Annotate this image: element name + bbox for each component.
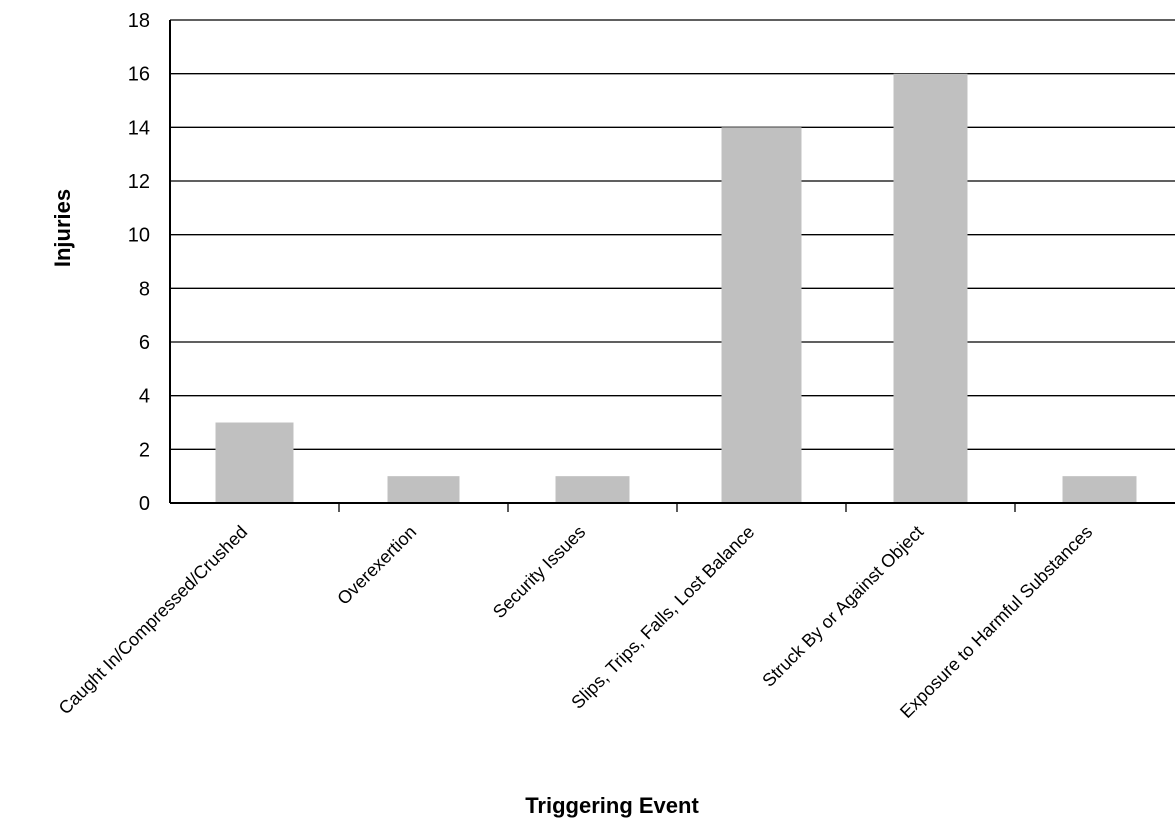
axes bbox=[169, 20, 1175, 504]
y-axis-title: Injuries bbox=[50, 189, 75, 267]
category-labels: Caught In/Compressed/Crushed Overexertion… bbox=[55, 522, 1097, 722]
y-tick-labels: 0 2 4 6 8 10 12 14 16 18 bbox=[128, 10, 150, 515]
gridlines bbox=[170, 19, 1175, 450]
y-tick-label: 16 bbox=[128, 64, 150, 86]
y-tick-label: 0 bbox=[139, 493, 150, 515]
x-tick-marks bbox=[338, 503, 1016, 512]
bar bbox=[387, 476, 460, 503]
category-label: Overexertion bbox=[333, 522, 420, 609]
y-tick-label: 12 bbox=[128, 171, 150, 193]
bar bbox=[721, 127, 802, 503]
bar bbox=[215, 422, 294, 503]
y-tick-label: 8 bbox=[139, 278, 150, 300]
y-tick-label: 10 bbox=[128, 225, 150, 247]
category-label: Slips, Trips, Falls, Lost Balance bbox=[567, 522, 758, 713]
bar bbox=[1062, 476, 1137, 503]
y-tick-label: 4 bbox=[139, 386, 150, 408]
y-tick-label: 18 bbox=[128, 10, 150, 32]
y-tick-label: 14 bbox=[128, 117, 150, 139]
bar bbox=[893, 73, 968, 504]
bars bbox=[215, 73, 1137, 504]
category-label: Caught In/Compressed/Crushed bbox=[55, 522, 252, 719]
category-label: Struck By or Against Object bbox=[758, 522, 927, 691]
y-tick-label: 2 bbox=[139, 439, 150, 461]
y-tick-label: 6 bbox=[139, 332, 150, 354]
category-label: Exposure to Harmful Substances bbox=[896, 522, 1096, 722]
bar bbox=[555, 476, 630, 503]
x-axis-title: Triggering Event bbox=[525, 793, 699, 818]
category-label: Security Issues bbox=[489, 522, 589, 622]
